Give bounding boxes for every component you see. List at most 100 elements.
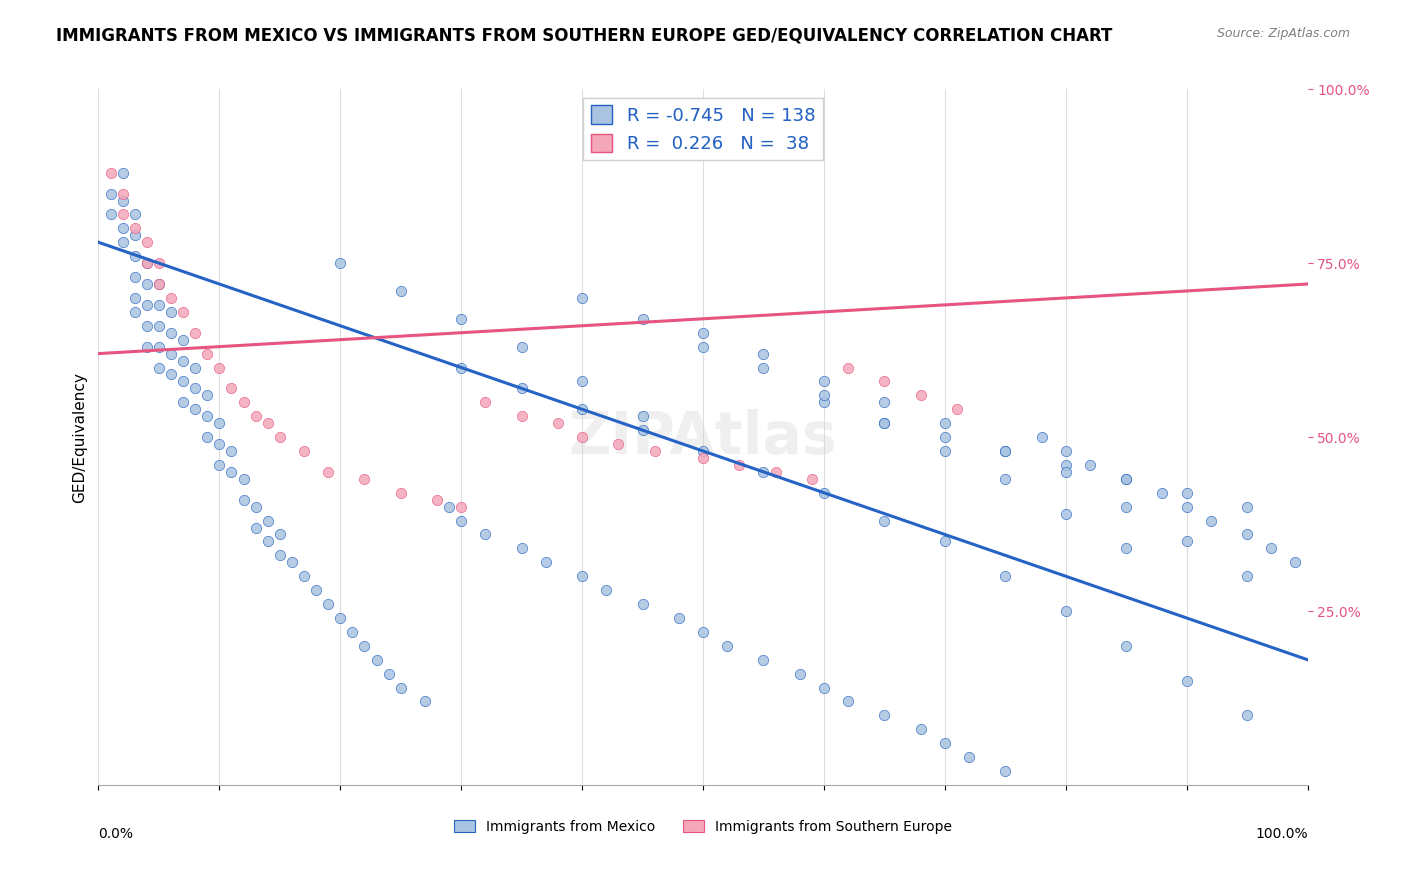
Point bbox=[837, 360, 859, 375]
Point bbox=[221, 444, 243, 458]
Point bbox=[994, 444, 1017, 458]
Point bbox=[124, 221, 146, 235]
Point bbox=[692, 444, 714, 458]
Point bbox=[571, 569, 593, 583]
Point bbox=[389, 485, 412, 500]
Point bbox=[1175, 534, 1198, 549]
Point bbox=[135, 277, 157, 291]
Point bbox=[172, 375, 194, 389]
Point bbox=[124, 207, 146, 221]
Point bbox=[692, 340, 714, 354]
Point bbox=[1115, 639, 1137, 653]
Point bbox=[510, 340, 533, 354]
Point bbox=[668, 611, 690, 625]
Point bbox=[813, 681, 835, 695]
Point bbox=[148, 256, 170, 270]
Point bbox=[208, 458, 231, 472]
Point bbox=[765, 465, 787, 479]
Point bbox=[994, 569, 1017, 583]
Point bbox=[353, 472, 375, 486]
Point bbox=[1054, 444, 1077, 458]
Point bbox=[377, 666, 399, 681]
Point bbox=[571, 375, 593, 389]
Point bbox=[692, 624, 714, 639]
Point bbox=[595, 583, 617, 598]
Point bbox=[184, 402, 207, 417]
Point bbox=[1175, 500, 1198, 514]
Point bbox=[450, 514, 472, 528]
Point bbox=[281, 555, 304, 569]
Point bbox=[510, 381, 533, 395]
Point bbox=[100, 186, 122, 201]
Point bbox=[474, 395, 496, 409]
Point bbox=[172, 395, 194, 409]
Point bbox=[195, 346, 218, 360]
Point bbox=[221, 381, 243, 395]
Point bbox=[124, 305, 146, 319]
Point bbox=[450, 500, 472, 514]
Point bbox=[474, 527, 496, 541]
Point bbox=[148, 360, 170, 375]
Point bbox=[292, 444, 315, 458]
Point bbox=[752, 653, 775, 667]
Point bbox=[100, 166, 122, 180]
Point bbox=[813, 395, 835, 409]
Point bbox=[752, 465, 775, 479]
Point bbox=[353, 639, 375, 653]
Point bbox=[195, 430, 218, 444]
Point bbox=[160, 326, 183, 340]
Point bbox=[934, 430, 956, 444]
Point bbox=[111, 207, 134, 221]
Point bbox=[245, 520, 267, 534]
Point bbox=[366, 653, 388, 667]
Point bbox=[631, 597, 654, 611]
Point bbox=[1236, 569, 1258, 583]
Point bbox=[184, 360, 207, 375]
Point bbox=[1175, 485, 1198, 500]
Point bbox=[910, 723, 932, 737]
Point bbox=[1236, 500, 1258, 514]
Point bbox=[1175, 673, 1198, 688]
Point bbox=[450, 311, 472, 326]
Point bbox=[631, 409, 654, 424]
Point bbox=[946, 402, 969, 417]
Point bbox=[571, 430, 593, 444]
Point bbox=[111, 235, 134, 250]
Text: IMMIGRANTS FROM MEXICO VS IMMIGRANTS FROM SOUTHERN EUROPE GED/EQUIVALENCY CORREL: IMMIGRANTS FROM MEXICO VS IMMIGRANTS FRO… bbox=[56, 27, 1112, 45]
Point bbox=[1260, 541, 1282, 556]
Point bbox=[692, 450, 714, 465]
Point bbox=[1115, 500, 1137, 514]
Point bbox=[934, 444, 956, 458]
Point bbox=[135, 256, 157, 270]
Point bbox=[256, 416, 278, 430]
Point bbox=[389, 284, 412, 298]
Point bbox=[510, 541, 533, 556]
Point bbox=[148, 340, 170, 354]
Point bbox=[208, 416, 231, 430]
Point bbox=[1115, 541, 1137, 556]
Point bbox=[873, 416, 896, 430]
Point bbox=[195, 388, 218, 402]
Point bbox=[135, 298, 157, 312]
Text: 0.0%: 0.0% bbox=[98, 827, 134, 840]
Point bbox=[184, 326, 207, 340]
Point bbox=[716, 639, 738, 653]
Point bbox=[111, 166, 134, 180]
Point bbox=[269, 549, 291, 563]
Point bbox=[450, 360, 472, 375]
Point bbox=[148, 318, 170, 333]
Point bbox=[873, 375, 896, 389]
Point bbox=[813, 375, 835, 389]
Point bbox=[160, 346, 183, 360]
Point bbox=[1115, 472, 1137, 486]
Point bbox=[1054, 507, 1077, 521]
Point bbox=[571, 402, 593, 417]
Point bbox=[813, 388, 835, 402]
Point bbox=[994, 444, 1017, 458]
Point bbox=[232, 472, 254, 486]
Point bbox=[316, 597, 339, 611]
Point bbox=[184, 381, 207, 395]
Point bbox=[910, 388, 932, 402]
Point bbox=[800, 472, 823, 486]
Point bbox=[111, 186, 134, 201]
